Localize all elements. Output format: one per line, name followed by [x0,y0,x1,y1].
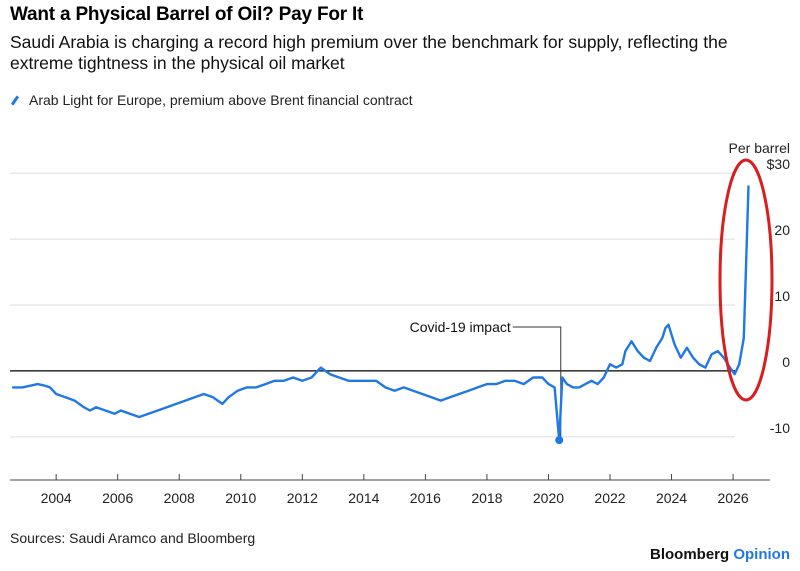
annotation-group: Covid-19 impact [410,319,562,441]
x-tick-label: 2008 [164,490,195,506]
brand-accent: Opinion [733,546,790,563]
y-tick-label: 20 [774,222,790,238]
chart-title: Want a Physical Barrel of Oil? Pay For I… [10,4,364,25]
y-tick-label: 0 [782,354,790,370]
x-tick-label: 2020 [533,490,564,506]
y-tick-label: -10 [770,420,790,436]
x-tick-label: 2024 [656,490,687,506]
highlight-circle [718,158,774,402]
y-axis-label: Per barrel [729,140,790,156]
x-tick-label: 2014 [348,490,379,506]
brand-name: Bloomberg [650,546,730,563]
y-axis: $30 20 10 0 -10 Per barrel [729,140,791,436]
x-tick-label: 2006 [102,490,133,506]
y-tick-label: 10 [774,288,790,304]
annotation-label: Covid-19 impact [410,319,511,335]
legend-label: Arab Light for Europe, premium above Bre… [29,92,413,108]
gridlines [10,172,735,438]
x-tick-label: 2018 [471,490,502,506]
y-tick-label: $30 [767,156,791,172]
x-tick-label: 2022 [594,490,625,506]
brand-logo: Bloomberg Opinion [650,546,790,563]
x-tick-label: 2010 [225,490,256,506]
chart-subtitle: Saudi Arabia is charging a record high p… [10,32,728,73]
x-tick-label: 2012 [287,490,318,506]
x-tick-label: 2016 [410,490,441,506]
x-tick-label: 2004 [41,490,72,506]
x-axis: 2004 2006 2008 2010 2012 2014 2016 2018 2020 2022… [10,474,770,506]
data-point-min [555,436,564,445]
x-tick-label: 2026 [717,490,748,506]
legend: Arab Light for Europe, premium above Bre… [10,92,413,108]
series-group [11,185,750,445]
source-note: Sources: Saudi Aramco and Bloomberg [10,530,256,546]
series-line [11,185,750,442]
